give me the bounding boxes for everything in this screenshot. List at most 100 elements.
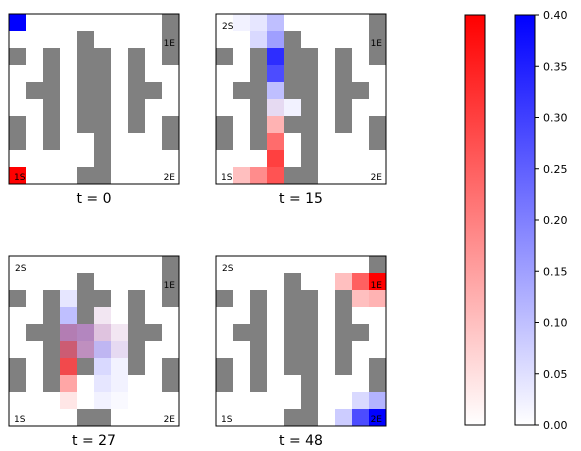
wall-cell	[77, 409, 94, 426]
wall-cell	[335, 324, 352, 341]
wall-cell	[9, 116, 26, 133]
wall-cell	[128, 324, 145, 341]
location-label: 1S	[14, 415, 26, 425]
wall-cell	[369, 116, 386, 133]
wall-cell	[77, 167, 94, 184]
wall-cell	[284, 167, 301, 184]
wall-cell	[26, 82, 43, 99]
heat-cell	[60, 375, 77, 392]
wall-cell	[284, 116, 301, 133]
wall-cell	[128, 82, 145, 99]
location-label: 1E	[371, 39, 383, 49]
heat-cell	[250, 14, 267, 31]
wall-cell	[94, 82, 111, 99]
wall-cell	[216, 133, 233, 150]
heat-cell	[267, 150, 284, 167]
location-label: 1S	[221, 173, 233, 183]
wall-cell	[250, 116, 267, 133]
location-label: 2E	[164, 415, 176, 425]
wall-cell	[128, 341, 145, 358]
heat-cell	[267, 99, 284, 116]
wall-cell	[284, 82, 301, 99]
wall-cell	[128, 290, 145, 307]
heat-cell	[250, 31, 267, 48]
wall-cell	[301, 324, 318, 341]
wall-cell	[284, 31, 301, 48]
wall-cell	[335, 82, 352, 99]
wall-cell	[284, 307, 301, 324]
heat-cell	[111, 375, 128, 392]
panel-t48: 2S 1E 1S 2E t = 48	[215, 255, 387, 449]
heat-cell	[267, 48, 284, 65]
wall-cell	[284, 290, 301, 307]
heat-cell	[60, 324, 77, 341]
wall-cell	[369, 358, 386, 375]
wall-cell	[43, 290, 60, 307]
wall-cell	[94, 116, 111, 133]
wall-cell	[301, 65, 318, 82]
wall-cell	[77, 48, 94, 65]
wall-cell	[162, 31, 179, 48]
heat-cell	[94, 324, 111, 341]
heat-cell	[60, 392, 77, 409]
heat-cell	[335, 273, 352, 290]
location-label: 2E	[371, 415, 383, 425]
wall-cell	[162, 358, 179, 375]
wall-cell	[43, 375, 60, 392]
location-label: 1E	[164, 281, 176, 291]
wall-cell	[77, 307, 94, 324]
wall-cell	[43, 48, 60, 65]
wall-cell	[301, 358, 318, 375]
location-label: 2E	[371, 173, 383, 183]
heat-cell	[369, 392, 386, 409]
wall-cell	[77, 82, 94, 99]
colorbar-tick-label: 0.35	[543, 60, 568, 73]
panel-title: t = 0	[76, 191, 111, 207]
wall-cell	[301, 48, 318, 65]
wall-cell	[250, 65, 267, 82]
heat-cell	[9, 14, 26, 31]
wall-cell	[26, 324, 43, 341]
wall-cell	[301, 82, 318, 99]
wall-cell	[352, 82, 369, 99]
wall-cell	[216, 290, 233, 307]
wall-cell	[162, 290, 179, 307]
wall-cell	[301, 150, 318, 167]
location-label: 1E	[164, 39, 176, 49]
wall-cell	[369, 375, 386, 392]
heat-cell	[111, 392, 128, 409]
heat-cell	[94, 307, 111, 324]
wall-cell	[301, 99, 318, 116]
wall-cell	[301, 133, 318, 150]
heat-cell	[77, 324, 94, 341]
wall-cell	[335, 65, 352, 82]
wall-cell	[43, 116, 60, 133]
wall-cell	[77, 65, 94, 82]
wall-cell	[162, 375, 179, 392]
colorbar-tick-label: 0.40	[543, 9, 568, 22]
wall-cell	[335, 290, 352, 307]
wall-cell	[335, 307, 352, 324]
panel-title: t = 48	[279, 433, 323, 449]
heat-cell	[77, 341, 94, 358]
wall-cell	[250, 341, 267, 358]
location-label: 1S	[221, 415, 233, 425]
wall-cell	[145, 324, 162, 341]
wall-cell	[233, 324, 250, 341]
colorbar-tick-label: 0.15	[543, 265, 568, 278]
heat-cell	[267, 31, 284, 48]
heat-cell	[60, 307, 77, 324]
wall-cell	[216, 358, 233, 375]
wall-cell	[233, 82, 250, 99]
wall-cell	[284, 341, 301, 358]
wall-cell	[145, 82, 162, 99]
wall-cell	[128, 307, 145, 324]
panel-title: t = 15	[279, 191, 323, 207]
colorbar-blue: 0.00 0.05 0.10 0.15 0.20 0.25 0.30 0.35 0.40	[514, 9, 568, 432]
wall-cell	[369, 48, 386, 65]
heat-cell	[250, 167, 267, 184]
heat-cell	[111, 324, 128, 341]
wall-cell	[9, 375, 26, 392]
wall-cell	[335, 341, 352, 358]
wall-cell	[301, 116, 318, 133]
